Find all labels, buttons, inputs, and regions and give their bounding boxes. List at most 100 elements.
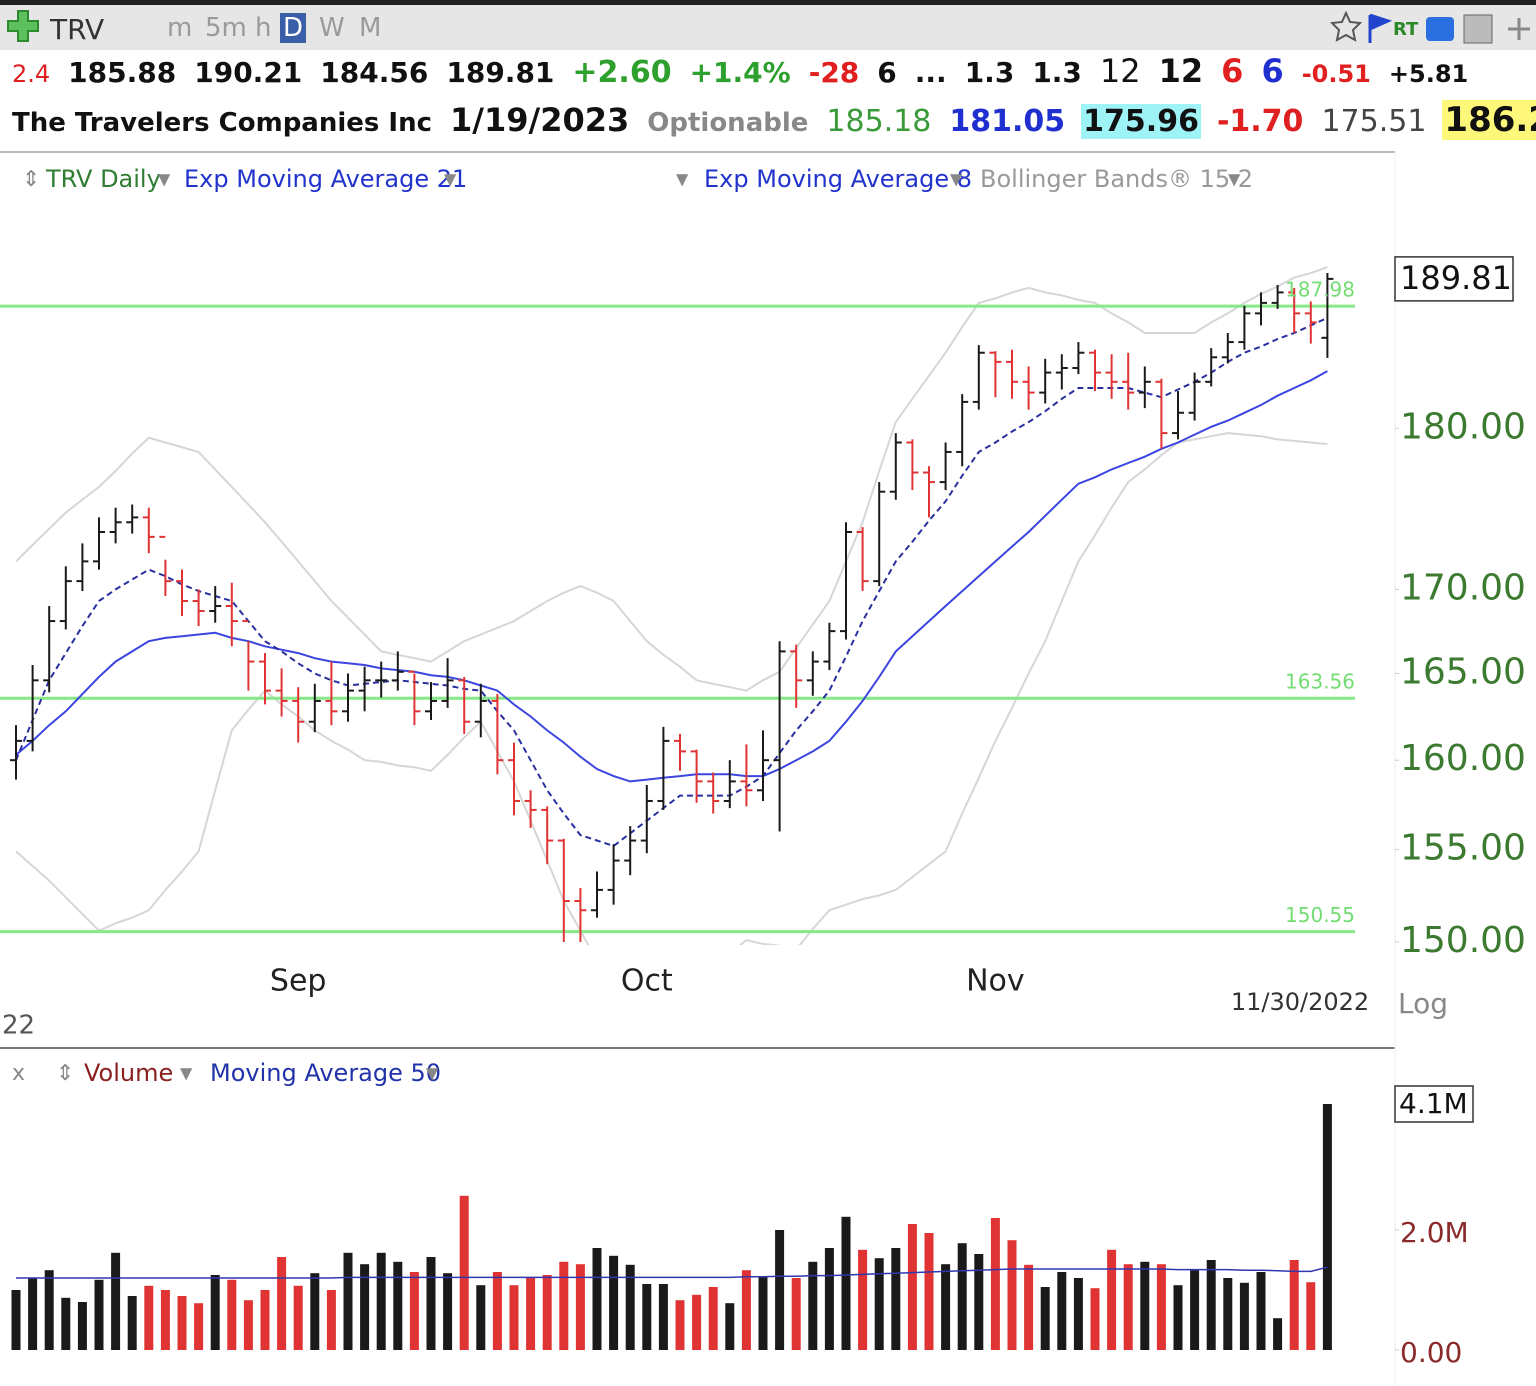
volume-bar: [1123, 1264, 1133, 1350]
volume-bar: [642, 1284, 652, 1350]
timeframe[interactable]: 5m: [205, 13, 247, 43]
dropdown-arrow[interactable]: ▼: [950, 170, 963, 189]
volume-bar: [293, 1285, 303, 1350]
volume-bar: [44, 1270, 54, 1350]
volume-bar: [708, 1287, 718, 1350]
quote-field: 190.21: [194, 56, 303, 89]
volume-bar: [177, 1296, 187, 1350]
volume-bar: [924, 1233, 934, 1350]
volume-bar: [243, 1300, 253, 1350]
volume-bar: [1107, 1249, 1117, 1350]
legend-entry[interactable]: Bollinger Bands® 15 2: [980, 165, 1253, 193]
quote-field: The Travelers Companies Inc: [12, 108, 433, 138]
dropdown-arrow[interactable]: ▼: [676, 170, 689, 189]
timeframe[interactable]: m: [167, 13, 193, 43]
volume-bar: [194, 1303, 204, 1350]
volume-bar: [227, 1279, 237, 1350]
close-button[interactable]: x: [12, 1061, 25, 1086]
symbol[interactable]: TRV: [50, 13, 105, 46]
volume-bar: [526, 1278, 536, 1350]
last-volume: 4.1M: [1399, 1087, 1468, 1120]
volume-bar: [941, 1264, 951, 1350]
volume-bar: [575, 1264, 585, 1350]
quote-field: 1.3: [964, 56, 1015, 89]
quote-field: +5.81: [1388, 60, 1469, 88]
volume-bar: [1156, 1264, 1166, 1350]
quote-field: 12: [1099, 52, 1141, 90]
bollinger-upper: [15, 266, 1328, 692]
quote-field: 181.05: [949, 104, 1066, 139]
volume-bar: [1289, 1260, 1299, 1350]
volume-bar: [974, 1254, 984, 1350]
quote-field: -28: [808, 56, 860, 89]
add-icon[interactable]: [4, 7, 44, 47]
volume-bar: [509, 1285, 519, 1350]
volume-bar: [393, 1261, 403, 1350]
quote-field: 175.51: [1321, 104, 1427, 139]
dropdown-arrow[interactable]: ▼: [180, 1064, 193, 1083]
volume-bar: [559, 1261, 569, 1350]
volume-bar: [160, 1290, 170, 1350]
volume-bar: [260, 1290, 270, 1350]
volume-bar: [592, 1248, 602, 1350]
chart-title: TRV Daily: [45, 165, 161, 193]
quote-field: -1.70: [1216, 104, 1304, 139]
volume-bar: [11, 1290, 21, 1350]
volume-bar: [1057, 1272, 1067, 1350]
y-tick-label: 0.00: [1400, 1336, 1462, 1369]
y-tick-label: 155.00: [1400, 828, 1526, 869]
quote-field: Optionable: [647, 108, 809, 138]
volume-bar: [476, 1285, 486, 1350]
quote-field: +1.4%: [689, 56, 791, 89]
volume-bar: [758, 1276, 768, 1350]
dropdown-arrow[interactable]: ▼: [444, 170, 457, 189]
dropdown-arrow[interactable]: ▼: [1228, 170, 1241, 189]
bollinger-lower: [15, 432, 1328, 945]
volume-bar: [443, 1273, 453, 1350]
scale-label[interactable]: Log: [1398, 987, 1448, 1020]
volume-bar: [1040, 1287, 1050, 1350]
volume-bar: [277, 1257, 287, 1350]
rt-button[interactable]: RT: [1393, 19, 1419, 40]
y-tick-label: 150.00: [1400, 920, 1526, 961]
volume-bar: [1322, 1104, 1332, 1350]
volume-bar: [426, 1257, 436, 1350]
volume-box: [1394, 1085, 1474, 1123]
volume-bar: [725, 1303, 735, 1350]
volume-bar: [376, 1252, 386, 1350]
price-plot: [0, 266, 1355, 945]
volume-bar: [1024, 1264, 1034, 1350]
legend-entry[interactable]: Exp Moving Average 21: [184, 165, 467, 193]
volume-bar: [907, 1224, 917, 1350]
quote-field: 186.25: [1442, 100, 1536, 140]
legend-entry[interactable]: Moving Average 50: [210, 1059, 441, 1087]
volume-bar: [1223, 1278, 1233, 1350]
quote-field: 1/19/2023: [450, 101, 630, 139]
timeframe[interactable]: h: [255, 13, 272, 43]
volume-bar: [824, 1248, 834, 1350]
volume-bar: [111, 1252, 121, 1350]
dropdown-arrow[interactable]: ▼: [426, 1064, 439, 1083]
volume-bar: [841, 1216, 851, 1350]
volume-bar: [210, 1275, 220, 1350]
timeframe[interactable]: D: [280, 13, 307, 43]
chart: ⇕ TRV Daily ▼ Exp Moving Average 21 ▼ ▼ …: [0, 151, 1526, 1386]
price-box: [1394, 256, 1514, 302]
timeframe[interactable]: M: [359, 13, 382, 43]
volume-bar: [692, 1294, 702, 1350]
legend-entry[interactable]: Exp Moving Average 8: [704, 165, 972, 193]
volume-bar: [775, 1230, 785, 1350]
quote-row: The Travelers Companies Inc 1/19/2023 Opti…: [10, 100, 1536, 148]
x-tick-label: Sep: [270, 964, 327, 999]
quote-field: 2.4: [12, 60, 51, 88]
quote-field: 189.81: [446, 56, 555, 89]
timeframe[interactable]: W: [319, 13, 345, 43]
volume-bar: [492, 1272, 502, 1350]
moving-average: [15, 316, 1328, 848]
volume-bar: [326, 1290, 336, 1350]
level-label: 150.55: [1285, 903, 1355, 927]
volume-bar: [1273, 1318, 1283, 1350]
dropdown-arrow[interactable]: ▼: [158, 170, 171, 189]
volume-bar: [1239, 1282, 1249, 1350]
